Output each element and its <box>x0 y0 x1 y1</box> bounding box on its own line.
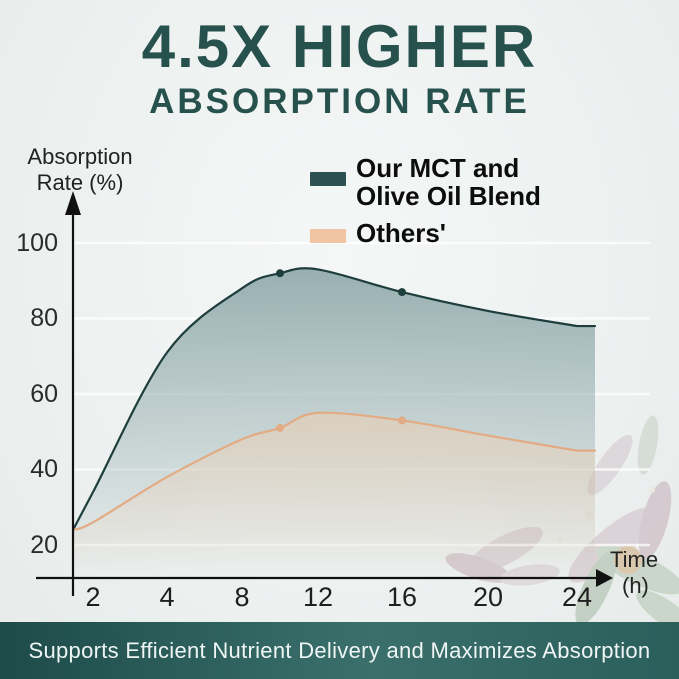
x-tick-8: 8 <box>234 582 250 612</box>
y-axis-title: Absorption Rate (%) <box>10 144 150 196</box>
y-tick-60: 60 <box>30 380 58 408</box>
y-axis-title-line1: Absorption <box>27 144 133 169</box>
x-tick-12: 12 <box>302 582 334 612</box>
x-tick-4: 4 <box>159 582 175 612</box>
y-tick-100: 100 <box>16 229 58 257</box>
blend-series-swatch <box>310 172 346 186</box>
x-tick-2: 2 <box>85 582 101 612</box>
x-tick-24: 24 <box>561 582 593 612</box>
headline: 4.5X HIGHER <box>141 13 538 80</box>
y-tick-40: 40 <box>30 455 58 483</box>
x-axis-title: Time <box>610 547 659 572</box>
others-series-swatch <box>310 229 346 243</box>
y-tick-20: 20 <box>30 531 58 559</box>
y-axis-title-line2: Rate (%) <box>36 170 124 195</box>
others-series-label: Others' <box>356 218 446 248</box>
banner-text: Supports Efficient Nutrient Delivery and… <box>28 637 651 663</box>
y-tick-80: 80 <box>30 304 58 332</box>
blend-series-label: Our MCT and Olive Oil Blend <box>356 153 541 211</box>
x-tick-16: 16 <box>386 582 418 612</box>
x-axis-unit: (h) <box>622 573 649 598</box>
bottom-banner: Supports Efficient Nutrient Delivery and… <box>0 622 679 679</box>
x-tick-20: 20 <box>472 582 504 612</box>
subheadline: ABSORPTION RATE <box>149 82 530 121</box>
